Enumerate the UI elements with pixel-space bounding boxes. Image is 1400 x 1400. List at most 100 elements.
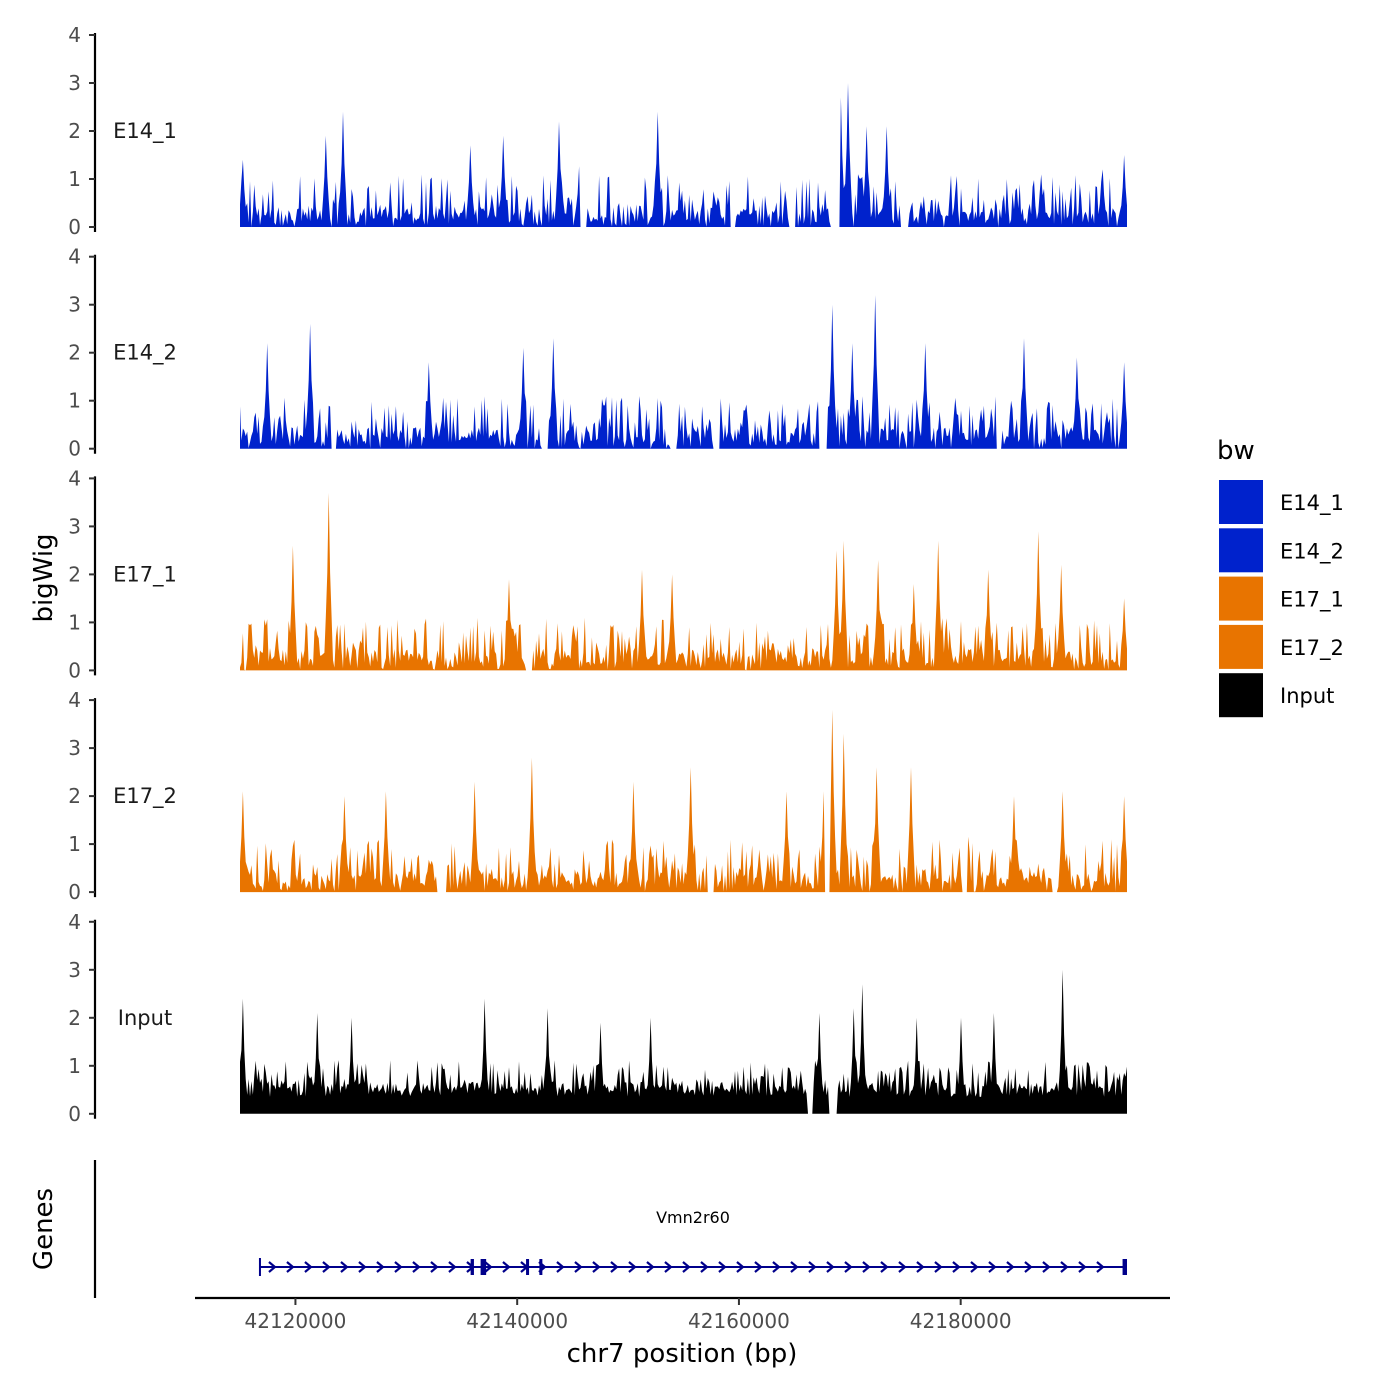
track-label-e17_2: E17_2 xyxy=(113,784,177,809)
track-label-e17_1: E17_1 xyxy=(113,562,177,587)
y-tick-label: 0 xyxy=(68,658,81,682)
legend-key-e17_1 xyxy=(1219,576,1263,621)
y-tick-label: 1 xyxy=(68,389,81,413)
gene-exon xyxy=(539,1259,543,1275)
y-tick-label: 2 xyxy=(68,1006,81,1030)
strand-arrow xyxy=(466,1261,475,1273)
legend-key-e14_2 xyxy=(1219,528,1263,573)
strand-arrow xyxy=(628,1261,637,1273)
strand-arrow xyxy=(322,1261,331,1273)
strand-arrow xyxy=(1042,1261,1051,1273)
y-tick-label: 4 xyxy=(68,245,81,269)
strand-arrow xyxy=(502,1261,511,1273)
strand-arrow xyxy=(268,1261,277,1273)
y-tick-label: 1 xyxy=(68,167,81,191)
strand-arrow xyxy=(394,1261,403,1273)
strand-arrow xyxy=(916,1261,925,1273)
strand-arrow xyxy=(862,1261,871,1273)
strand-arrow xyxy=(754,1261,763,1273)
y-tick-label: 4 xyxy=(68,688,81,712)
strand-arrow xyxy=(610,1261,619,1273)
y-tick-label: 3 xyxy=(68,293,81,317)
strand-arrow xyxy=(646,1261,655,1273)
y-tick-label: 3 xyxy=(68,71,81,95)
strand-arrow xyxy=(880,1261,889,1273)
y-tick-label: 2 xyxy=(68,562,81,586)
strand-arrow xyxy=(1006,1261,1015,1273)
strand-arrow xyxy=(430,1261,439,1273)
y-tick-label: 3 xyxy=(68,736,81,760)
x-tick-label: 42180000 xyxy=(910,1309,1012,1333)
strand-arrow xyxy=(808,1261,817,1273)
strand-arrow xyxy=(1096,1261,1105,1273)
track-label-input: Input xyxy=(118,1006,172,1030)
track-label-e14_2: E14_2 xyxy=(113,341,177,366)
y-tick-label: 1 xyxy=(68,610,81,634)
legend-label-e14_1: E14_1 xyxy=(1280,491,1344,516)
y-tick-label: 3 xyxy=(68,958,81,982)
gene-name-label: Vmn2r60 xyxy=(656,1208,730,1227)
strand-arrow xyxy=(790,1261,799,1273)
legend: bw E14_1 E14_2 E17_1 E17_2 Input xyxy=(1217,436,1344,718)
strand-arrow xyxy=(700,1261,709,1273)
track-label-e14_1: E14_1 xyxy=(113,119,177,144)
strand-arrow xyxy=(358,1261,367,1273)
strand-arrow xyxy=(1024,1261,1033,1273)
strand-arrow xyxy=(538,1261,547,1273)
y-axis-title: bigWig xyxy=(29,533,59,622)
y-tick-label: 4 xyxy=(68,466,81,490)
strand-arrow xyxy=(898,1261,907,1273)
x-tick-label: 42120000 xyxy=(245,1309,347,1333)
y-tick-label: 2 xyxy=(68,341,81,365)
legend-label-e14_2: E14_2 xyxy=(1280,539,1344,564)
y-tick-label: 4 xyxy=(68,23,81,47)
legend-title: bw xyxy=(1217,436,1255,466)
strand-arrow xyxy=(412,1261,421,1273)
strand-arrow xyxy=(1060,1261,1069,1273)
strand-arrow xyxy=(556,1261,565,1273)
strand-arrow xyxy=(970,1261,979,1273)
y-tick-label: 2 xyxy=(68,119,81,143)
strand-arrow xyxy=(826,1261,835,1273)
x-tick-label: 42140000 xyxy=(466,1309,568,1333)
x-axis-title: chr7 position (bp) xyxy=(567,1339,798,1369)
strand-arrow xyxy=(952,1261,961,1273)
strand-arrow xyxy=(844,1261,853,1273)
strand-arrow xyxy=(1078,1261,1087,1273)
strand-arrow xyxy=(988,1261,997,1273)
legend-key-e17_2 xyxy=(1219,624,1263,669)
gene-exon xyxy=(1122,1259,1127,1275)
strand-arrow xyxy=(934,1261,943,1273)
strand-arrow xyxy=(664,1261,673,1273)
signal-area-e17_2 xyxy=(240,709,1127,893)
x-axis: 42120000 42140000 42160000 42180000 xyxy=(195,1296,1170,1333)
strand-arrow xyxy=(718,1261,727,1273)
strand-arrow xyxy=(520,1261,529,1273)
y-tick-label: 0 xyxy=(68,437,81,461)
signal-tracks: 0 1 2 3 4 E14_1 0 1 2 3 4 E14_2 0 1 2 3 4 E17_1 0 1 2 3 4 E17_2… xyxy=(68,23,1127,1126)
strand-arrow xyxy=(484,1261,493,1273)
legend-label-e17_2: E17_2 xyxy=(1280,636,1344,661)
legend-label-input: Input xyxy=(1280,684,1334,708)
legend-key-input xyxy=(1219,673,1263,718)
strand-arrow xyxy=(772,1261,781,1273)
y-tick-label: 0 xyxy=(68,880,81,904)
legend-key-e14_1 xyxy=(1219,480,1263,524)
y-tick-label: 0 xyxy=(68,1102,81,1126)
x-tick-label: 42160000 xyxy=(688,1309,790,1333)
genes-track: Genes Vmn2r60 xyxy=(29,1160,1127,1298)
gene-exon xyxy=(480,1259,487,1275)
strand-arrow xyxy=(304,1261,313,1273)
strand-arrow xyxy=(736,1261,745,1273)
signal-area-e14_1 xyxy=(240,83,1127,227)
strand-arrow xyxy=(376,1261,385,1273)
strand-arrow xyxy=(340,1261,349,1273)
signal-area-e17_1 xyxy=(240,492,1127,671)
signal-area-input xyxy=(240,969,1127,1114)
y-tick-label: 1 xyxy=(68,1054,81,1078)
y-tick-label: 1 xyxy=(68,832,81,856)
signal-area-e14_2 xyxy=(240,295,1127,449)
legend-label-e17_1: E17_1 xyxy=(1280,588,1344,613)
strand-arrow xyxy=(592,1261,601,1273)
